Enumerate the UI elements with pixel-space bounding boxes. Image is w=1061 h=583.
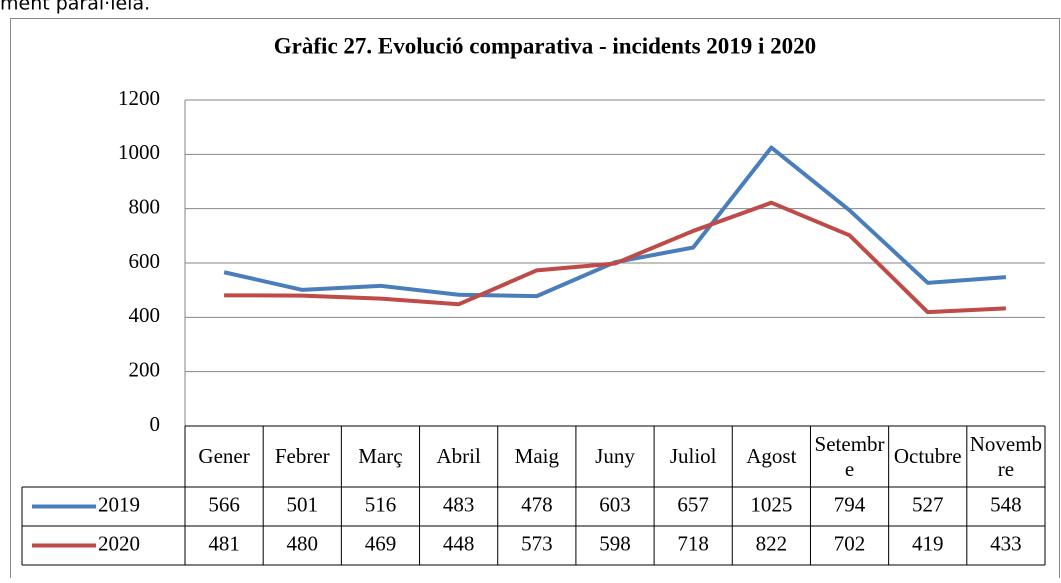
data-label: 480 (287, 531, 319, 555)
x-tick-label-box: Setembre (814, 431, 885, 481)
data-label: 794 (834, 492, 866, 516)
data-label: 1025 (750, 492, 792, 516)
y-tick-label: 200 (129, 357, 161, 381)
x-tick-label: Juliol (669, 444, 717, 468)
y-tick-label: 600 (129, 249, 161, 273)
data-label: 501 (287, 492, 319, 516)
data-label: 483 (443, 492, 475, 516)
data-label: 516 (365, 492, 397, 516)
data-label: 598 (599, 531, 631, 555)
y-tick-label: 400 (129, 303, 161, 327)
data-label: 718 (677, 531, 709, 555)
y-tick-label: 0 (150, 412, 161, 436)
data-label: 481 (208, 531, 240, 555)
x-tick-label-box: Gener (198, 444, 250, 468)
data-label: 657 (677, 492, 709, 516)
x-tick-label-box: Agost (746, 444, 797, 468)
x-tick-label: Gener (198, 444, 250, 468)
data-label: 527 (912, 492, 944, 516)
x-tick-label-box: Juliol (669, 444, 717, 468)
x-tick-label: Setembre (814, 431, 885, 481)
data-label: 478 (521, 492, 553, 516)
y-tick-label: 1200 (118, 86, 160, 110)
data-label: 433 (990, 531, 1022, 555)
x-tick-label-box: Febrer (274, 444, 330, 468)
x-tick-label: Agost (746, 444, 797, 468)
chart-title: Gràfic 27. Evolució comparativa - incide… (274, 33, 816, 58)
x-tick-label-box: Març (358, 444, 403, 468)
data-label: 702 (834, 531, 866, 555)
x-tick-label: Juny (595, 444, 635, 468)
x-tick-label-box: Maig (514, 444, 559, 468)
x-tick-label: Febrer (274, 444, 330, 468)
x-tick-label-box: Juny (595, 444, 635, 468)
data-label: 566 (208, 492, 240, 516)
series-line (224, 200, 1007, 315)
legend-label: 2020 (98, 531, 140, 555)
x-tick-label: Octubre (893, 444, 962, 468)
x-tick-label: Maig (514, 444, 559, 468)
legend-label: 2019 (98, 492, 140, 516)
x-tick-label-box: Abril (436, 444, 481, 468)
chart-frame (10, 18, 1060, 583)
y-tick-label: 1000 (118, 140, 160, 164)
x-tick-label: Març (358, 444, 403, 468)
x-tick-label: Novembre (969, 431, 1043, 481)
data-label: 469 (365, 531, 397, 555)
data-label: 448 (443, 531, 475, 555)
data-label: 419 (912, 531, 944, 555)
y-tick-label: 800 (129, 194, 161, 218)
caption: ment paral·lela. (0, 0, 150, 15)
x-tick-label-box: Novembre (969, 431, 1043, 481)
data-label: 603 (599, 492, 631, 516)
x-tick-label-box: Octubre (893, 444, 962, 468)
data-label: 573 (521, 531, 553, 555)
data-label: 548 (990, 492, 1022, 516)
data-label: 822 (756, 531, 788, 555)
x-tick-label: Abril (436, 444, 481, 468)
